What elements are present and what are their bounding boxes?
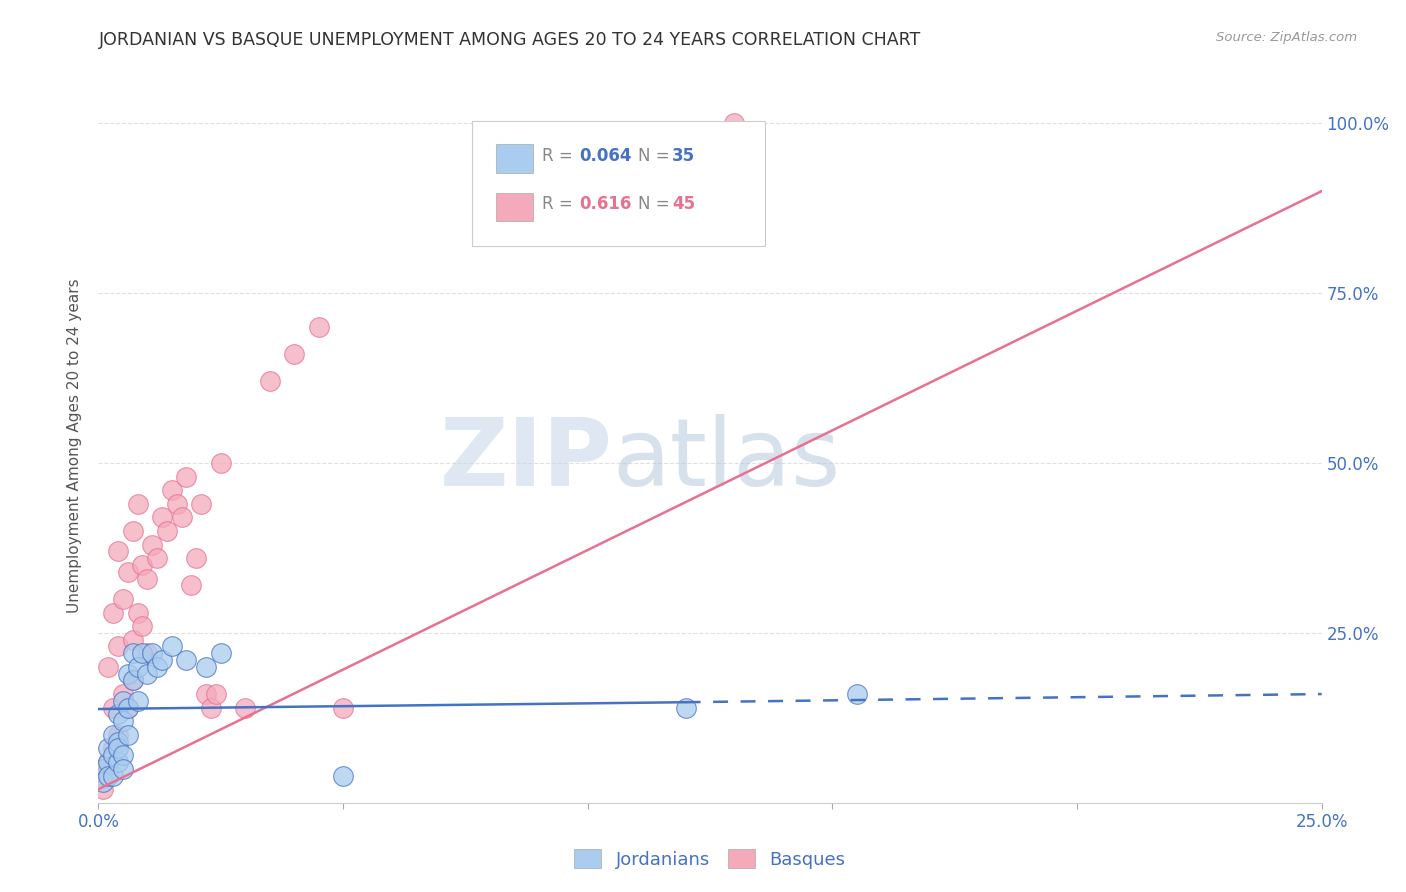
Point [111,694,134,708]
Point [91,769,114,783]
Text: R =: R = [543,146,578,164]
Point [111,591,134,606]
Point [332,769,354,783]
Point [121,632,143,647]
Point [107,640,129,654]
Point [675,700,697,714]
Point [190,497,212,511]
Text: 45: 45 [672,195,695,213]
Point [186,551,208,566]
Text: ZIP: ZIP [439,414,612,507]
Point [111,714,134,729]
Point [156,524,179,538]
Point [131,558,153,572]
FancyBboxPatch shape [471,121,765,246]
Point [259,375,281,389]
Text: JORDANIAN VS BASQUE UNEMPLOYMENT AMONG AGES 20 TO 24 YEARS CORRELATION CHART: JORDANIAN VS BASQUE UNEMPLOYMENT AMONG A… [98,31,921,49]
Point [160,483,183,498]
Text: atlas: atlas [612,414,841,507]
Point [107,707,129,722]
Y-axis label: Unemployment Among Ages 20 to 24 years: Unemployment Among Ages 20 to 24 years [67,278,83,614]
Point [107,544,129,558]
Point [121,673,143,688]
Point [166,497,188,511]
Point [121,673,143,688]
Point [117,565,139,579]
Text: R =: R = [543,195,578,213]
Point [127,660,149,674]
Point [723,116,745,130]
Bar [496,193,533,221]
Point [127,497,149,511]
Point [233,700,256,714]
Point [117,700,139,714]
Point [150,653,173,667]
Point [283,347,305,361]
Point [209,646,232,660]
Point [131,646,153,660]
Point [141,537,163,551]
Point [136,666,159,681]
Point [101,769,124,783]
Point [97,741,120,756]
Point [121,524,143,538]
Point [160,640,183,654]
Point [107,728,129,742]
Point [308,320,330,334]
Point [91,782,114,797]
Point [117,666,139,681]
Text: 0.064: 0.064 [579,146,631,164]
Point [146,660,169,674]
Point [101,728,124,742]
Point [101,748,124,763]
Point [91,775,114,789]
Point [205,687,228,701]
Point [170,510,193,524]
Point [200,700,222,714]
Text: Source: ZipAtlas.com: Source: ZipAtlas.com [1216,31,1357,45]
Point [101,741,124,756]
Point [176,653,198,667]
Point [97,762,120,776]
Point [195,660,218,674]
Point [180,578,202,592]
Point [136,572,159,586]
Point [117,700,139,714]
Point [107,741,129,756]
Bar [496,145,533,173]
Point [111,748,134,763]
Text: 35: 35 [672,146,695,164]
Point [117,728,139,742]
Text: N =: N = [638,146,675,164]
Point [146,551,169,566]
Point [97,755,120,769]
Point [111,762,134,776]
Point [107,734,129,748]
Point [97,755,120,769]
Point [136,646,159,660]
Point [101,700,124,714]
Point [332,700,354,714]
Point [141,646,163,660]
Point [127,694,149,708]
Point [101,606,124,620]
Point [91,762,114,776]
Point [127,606,149,620]
Point [845,687,868,701]
Text: 0.616: 0.616 [579,195,631,213]
Point [176,469,198,483]
Point [131,619,153,633]
Point [121,646,143,660]
Point [107,755,129,769]
Legend: Jordanians, Basques: Jordanians, Basques [567,842,853,876]
Point [111,687,134,701]
Point [97,769,120,783]
Text: N =: N = [638,195,675,213]
Point [195,687,218,701]
Point [150,510,173,524]
Point [97,660,120,674]
Point [209,456,232,470]
